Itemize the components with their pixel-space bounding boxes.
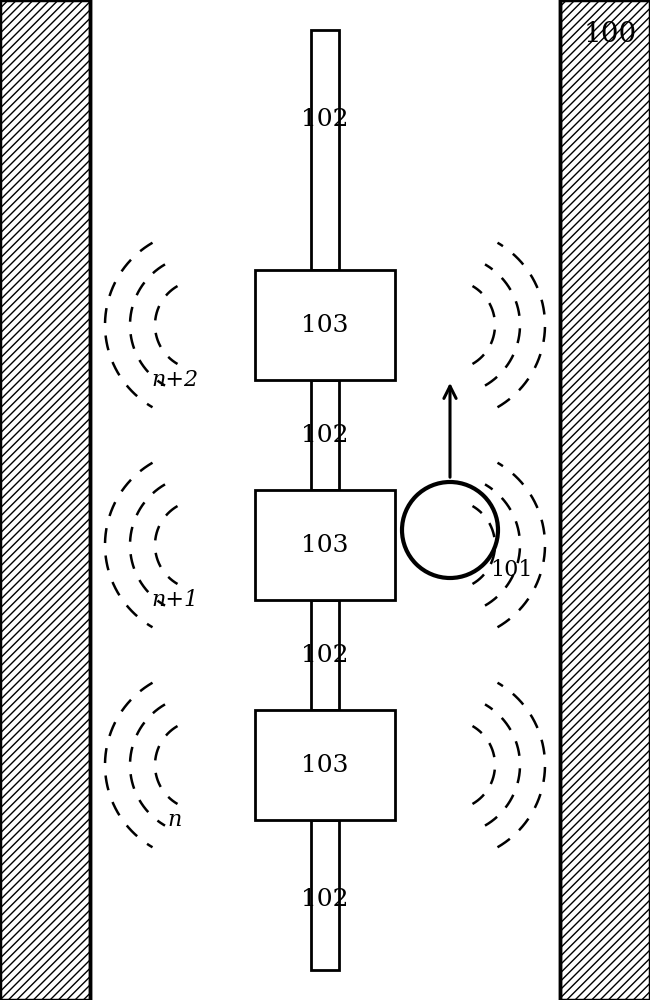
Text: n+1: n+1 bbox=[151, 589, 198, 611]
Text: 100: 100 bbox=[584, 21, 636, 48]
Text: 103: 103 bbox=[301, 754, 349, 776]
Bar bbox=[255, 490, 395, 600]
Bar bbox=[255, 710, 395, 820]
Bar bbox=[311, 820, 339, 970]
Bar bbox=[311, 600, 339, 710]
Text: n: n bbox=[168, 809, 182, 831]
Text: 101: 101 bbox=[490, 559, 532, 581]
Text: 102: 102 bbox=[301, 424, 349, 446]
Text: 102: 102 bbox=[301, 644, 349, 666]
Text: 103: 103 bbox=[301, 314, 349, 336]
Text: 103: 103 bbox=[301, 534, 349, 556]
Text: 102: 102 bbox=[301, 888, 349, 912]
Bar bbox=[0, 0, 90, 1000]
Bar bbox=[311, 380, 339, 490]
Text: n+2: n+2 bbox=[151, 369, 198, 391]
Bar bbox=[560, 0, 650, 1000]
Text: 102: 102 bbox=[301, 108, 349, 131]
Bar bbox=[255, 270, 395, 380]
Bar bbox=[311, 30, 339, 270]
